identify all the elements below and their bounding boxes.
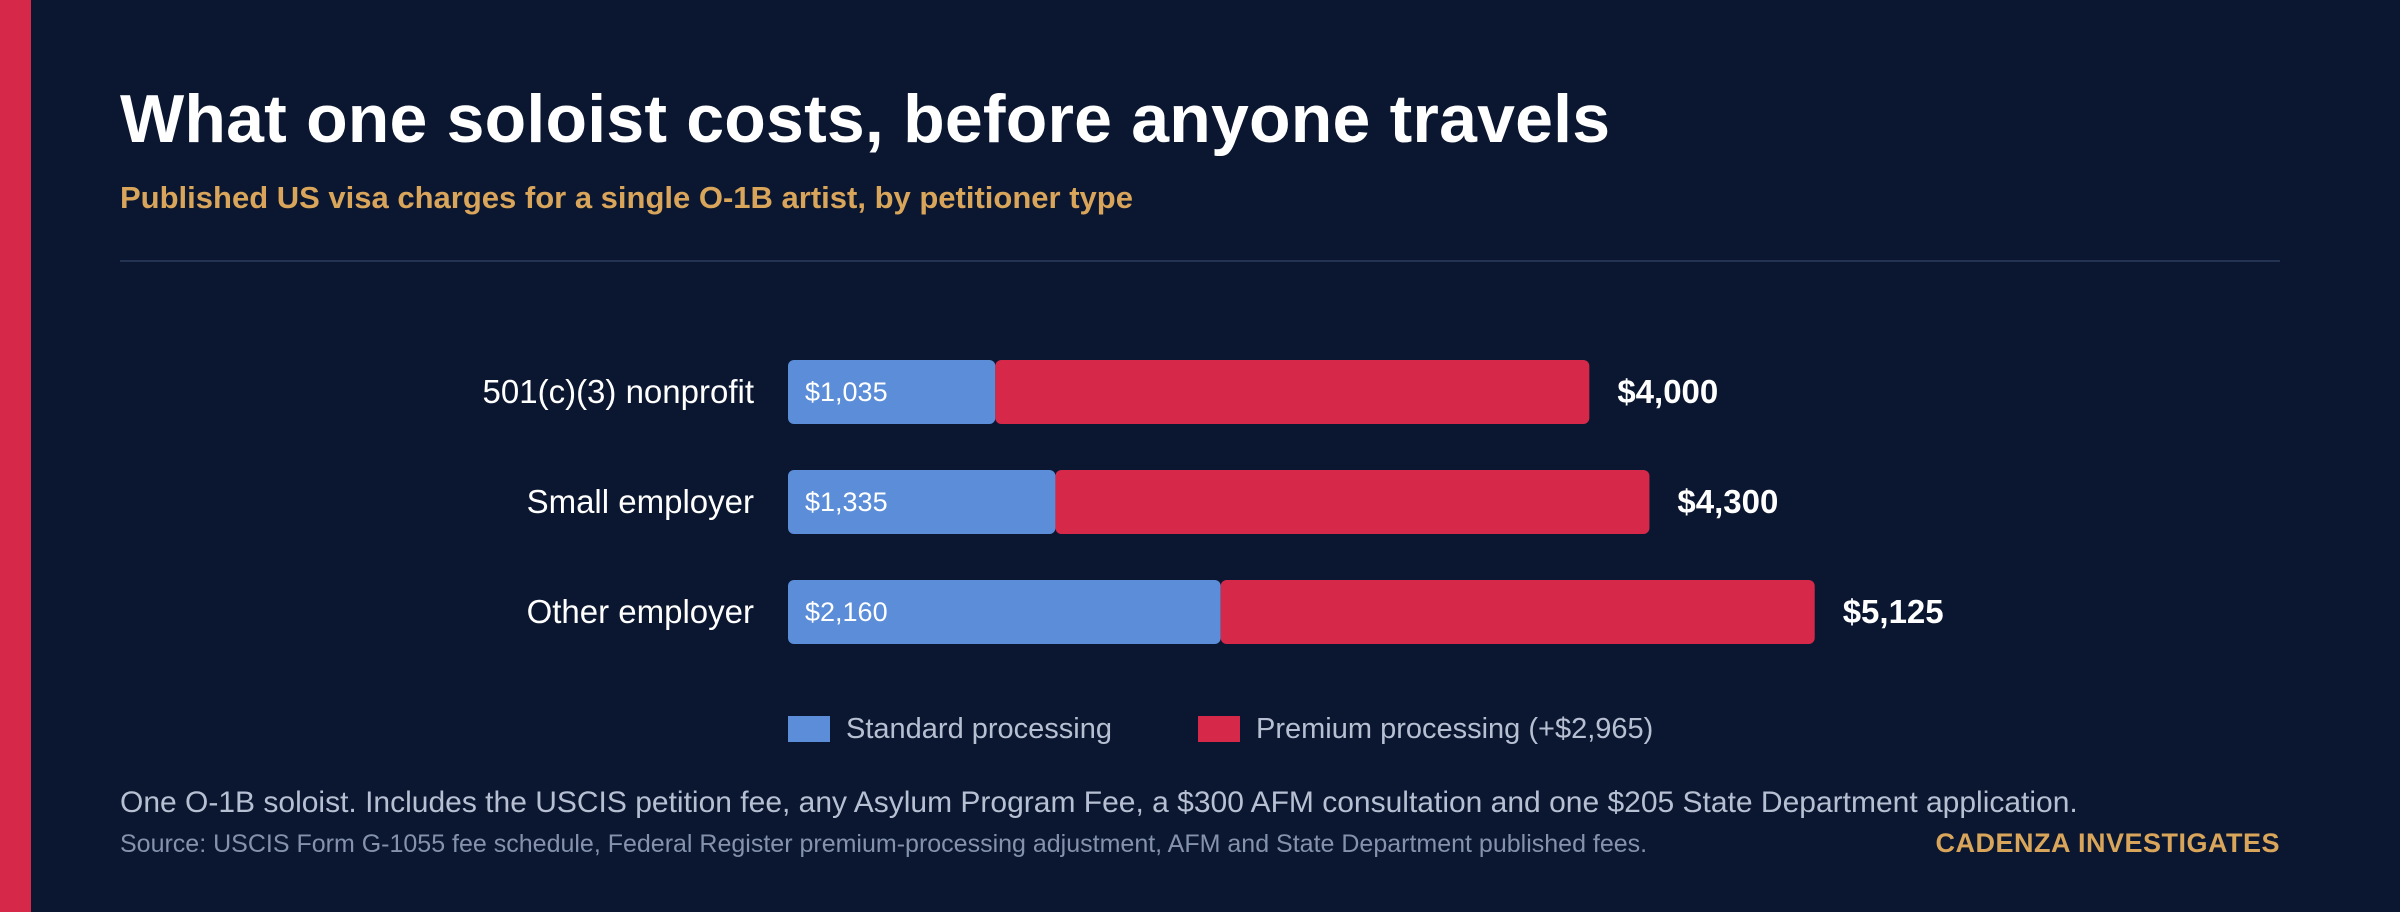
total-value-label: $5,125: [1843, 593, 1944, 630]
standard-bar: [788, 360, 996, 424]
standard-value-label: $1,035: [805, 377, 888, 407]
chart-subtitle: Published US visa charges for a single O…: [120, 180, 1133, 215]
standard-value-label: $2,160: [805, 597, 888, 627]
premium-bar: [995, 360, 1590, 424]
chart-title: What one soloist costs, before anyone tr…: [120, 81, 1611, 157]
footnote: One O-1B soloist. Includes the USCIS pet…: [120, 786, 2078, 819]
source-note: Source: USCIS Form G-1055 fee schedule, …: [120, 830, 1648, 858]
total-value-label: $4,000: [1617, 373, 1718, 410]
category-label: 501(c)(3) nonprofit: [483, 373, 754, 410]
category-label: Small employer: [527, 483, 754, 520]
standard-bar: [788, 470, 1056, 534]
legend-label-premium: Premium processing (+$2,965): [1256, 713, 1653, 745]
standard-value-label: $1,335: [805, 487, 888, 517]
legend-label-standard: Standard processing: [846, 713, 1112, 745]
category-label: Other employer: [527, 593, 754, 630]
total-value-label: $4,300: [1677, 483, 1778, 520]
premium-bar: [1220, 580, 1815, 644]
legend-swatch-standard: [788, 716, 830, 742]
header-divider: [120, 260, 2280, 262]
premium-bar: [1055, 470, 1650, 534]
brand-label: CADENZA INVESTIGATES: [1935, 828, 2280, 858]
standard-bar: [788, 580, 1221, 644]
legend-swatch-premium: [1198, 716, 1240, 742]
accent-bar: [0, 0, 31, 912]
